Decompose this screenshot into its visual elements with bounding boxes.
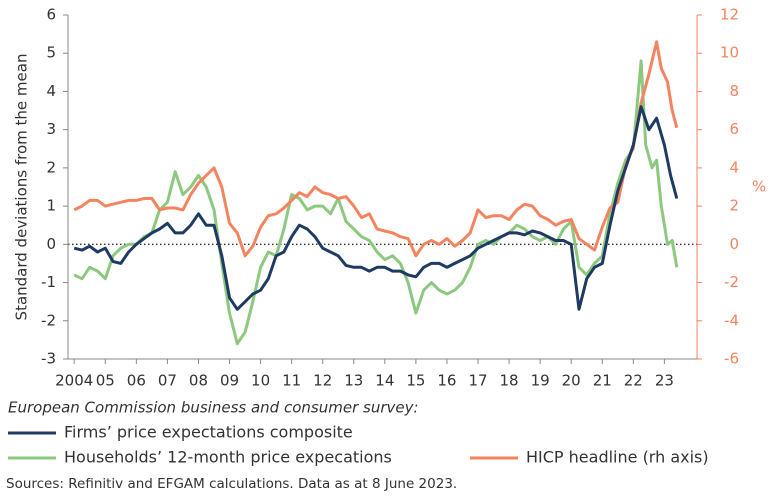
x-tick-label: 06 <box>127 372 146 390</box>
y-tick-label: -2 <box>41 311 56 329</box>
x-tick-label: 09 <box>220 372 239 390</box>
y2-tick-label: -2 <box>724 273 739 291</box>
series-line <box>73 105 679 311</box>
series-line <box>73 40 679 258</box>
x-tick-label: 10 <box>251 372 270 390</box>
y-tick-label: 5 <box>46 44 56 62</box>
y2-tick-label: -6 <box>724 350 739 368</box>
x-tick-label: 15 <box>406 372 425 390</box>
y-tick-label: 4 <box>46 82 56 100</box>
x-tick-label: 05 <box>96 372 115 390</box>
y2-tick-label: 10 <box>720 44 739 62</box>
series-line <box>73 59 679 346</box>
legend-label: Firms’ price expectations composite <box>64 423 353 442</box>
y-tick-label: 0 <box>46 235 56 253</box>
x-tick-label: 08 <box>189 372 208 390</box>
y-tick-label: -3 <box>41 350 56 368</box>
x-tick-label: 17 <box>468 372 487 390</box>
y-axis-label: Standard deviations from the mean <box>13 54 31 321</box>
legend-label: HICP headline (rh axis) <box>526 448 709 467</box>
y2-tick-label: 0 <box>729 235 739 253</box>
y-tick-label: 2 <box>46 158 56 176</box>
x-tick-label: 07 <box>158 372 177 390</box>
source: Sources: Refinitiv and EFGAM calculation… <box>6 476 457 492</box>
legend-label: Households’ 12-month price expecations <box>64 448 392 467</box>
y-tick-label: -1 <box>41 273 56 291</box>
y2-tick-label: 8 <box>729 82 739 100</box>
y-tick-label: 1 <box>46 197 56 215</box>
y2-tick-label: -4 <box>724 311 739 329</box>
x-tick-label: 19 <box>531 372 550 390</box>
note: European Commission business and consume… <box>8 399 419 417</box>
x-tick-label: 20 <box>562 372 581 390</box>
y2-tick-label: 2 <box>729 197 739 215</box>
y2-tick-label: 4 <box>729 158 739 176</box>
x-tick-label: 21 <box>593 372 612 390</box>
x-tick-label: 14 <box>375 372 394 390</box>
y-tick-label: 6 <box>46 6 56 24</box>
y2-axis-label: % <box>752 178 766 196</box>
x-tick-label: 23 <box>655 372 674 390</box>
y2-tick-label: 12 <box>720 6 739 24</box>
x-tick-label: 13 <box>344 372 363 390</box>
x-tick-label: 12 <box>313 372 332 390</box>
y2-tick-label: 6 <box>729 120 739 138</box>
x-tick-label: 11 <box>282 372 301 390</box>
x-tick-label: 18 <box>500 372 519 390</box>
x-tick-label: 16 <box>437 372 456 390</box>
x-tick-label: 22 <box>624 372 643 390</box>
y-tick-label: 3 <box>46 120 56 138</box>
x-tick-label: 2004 <box>55 372 93 390</box>
